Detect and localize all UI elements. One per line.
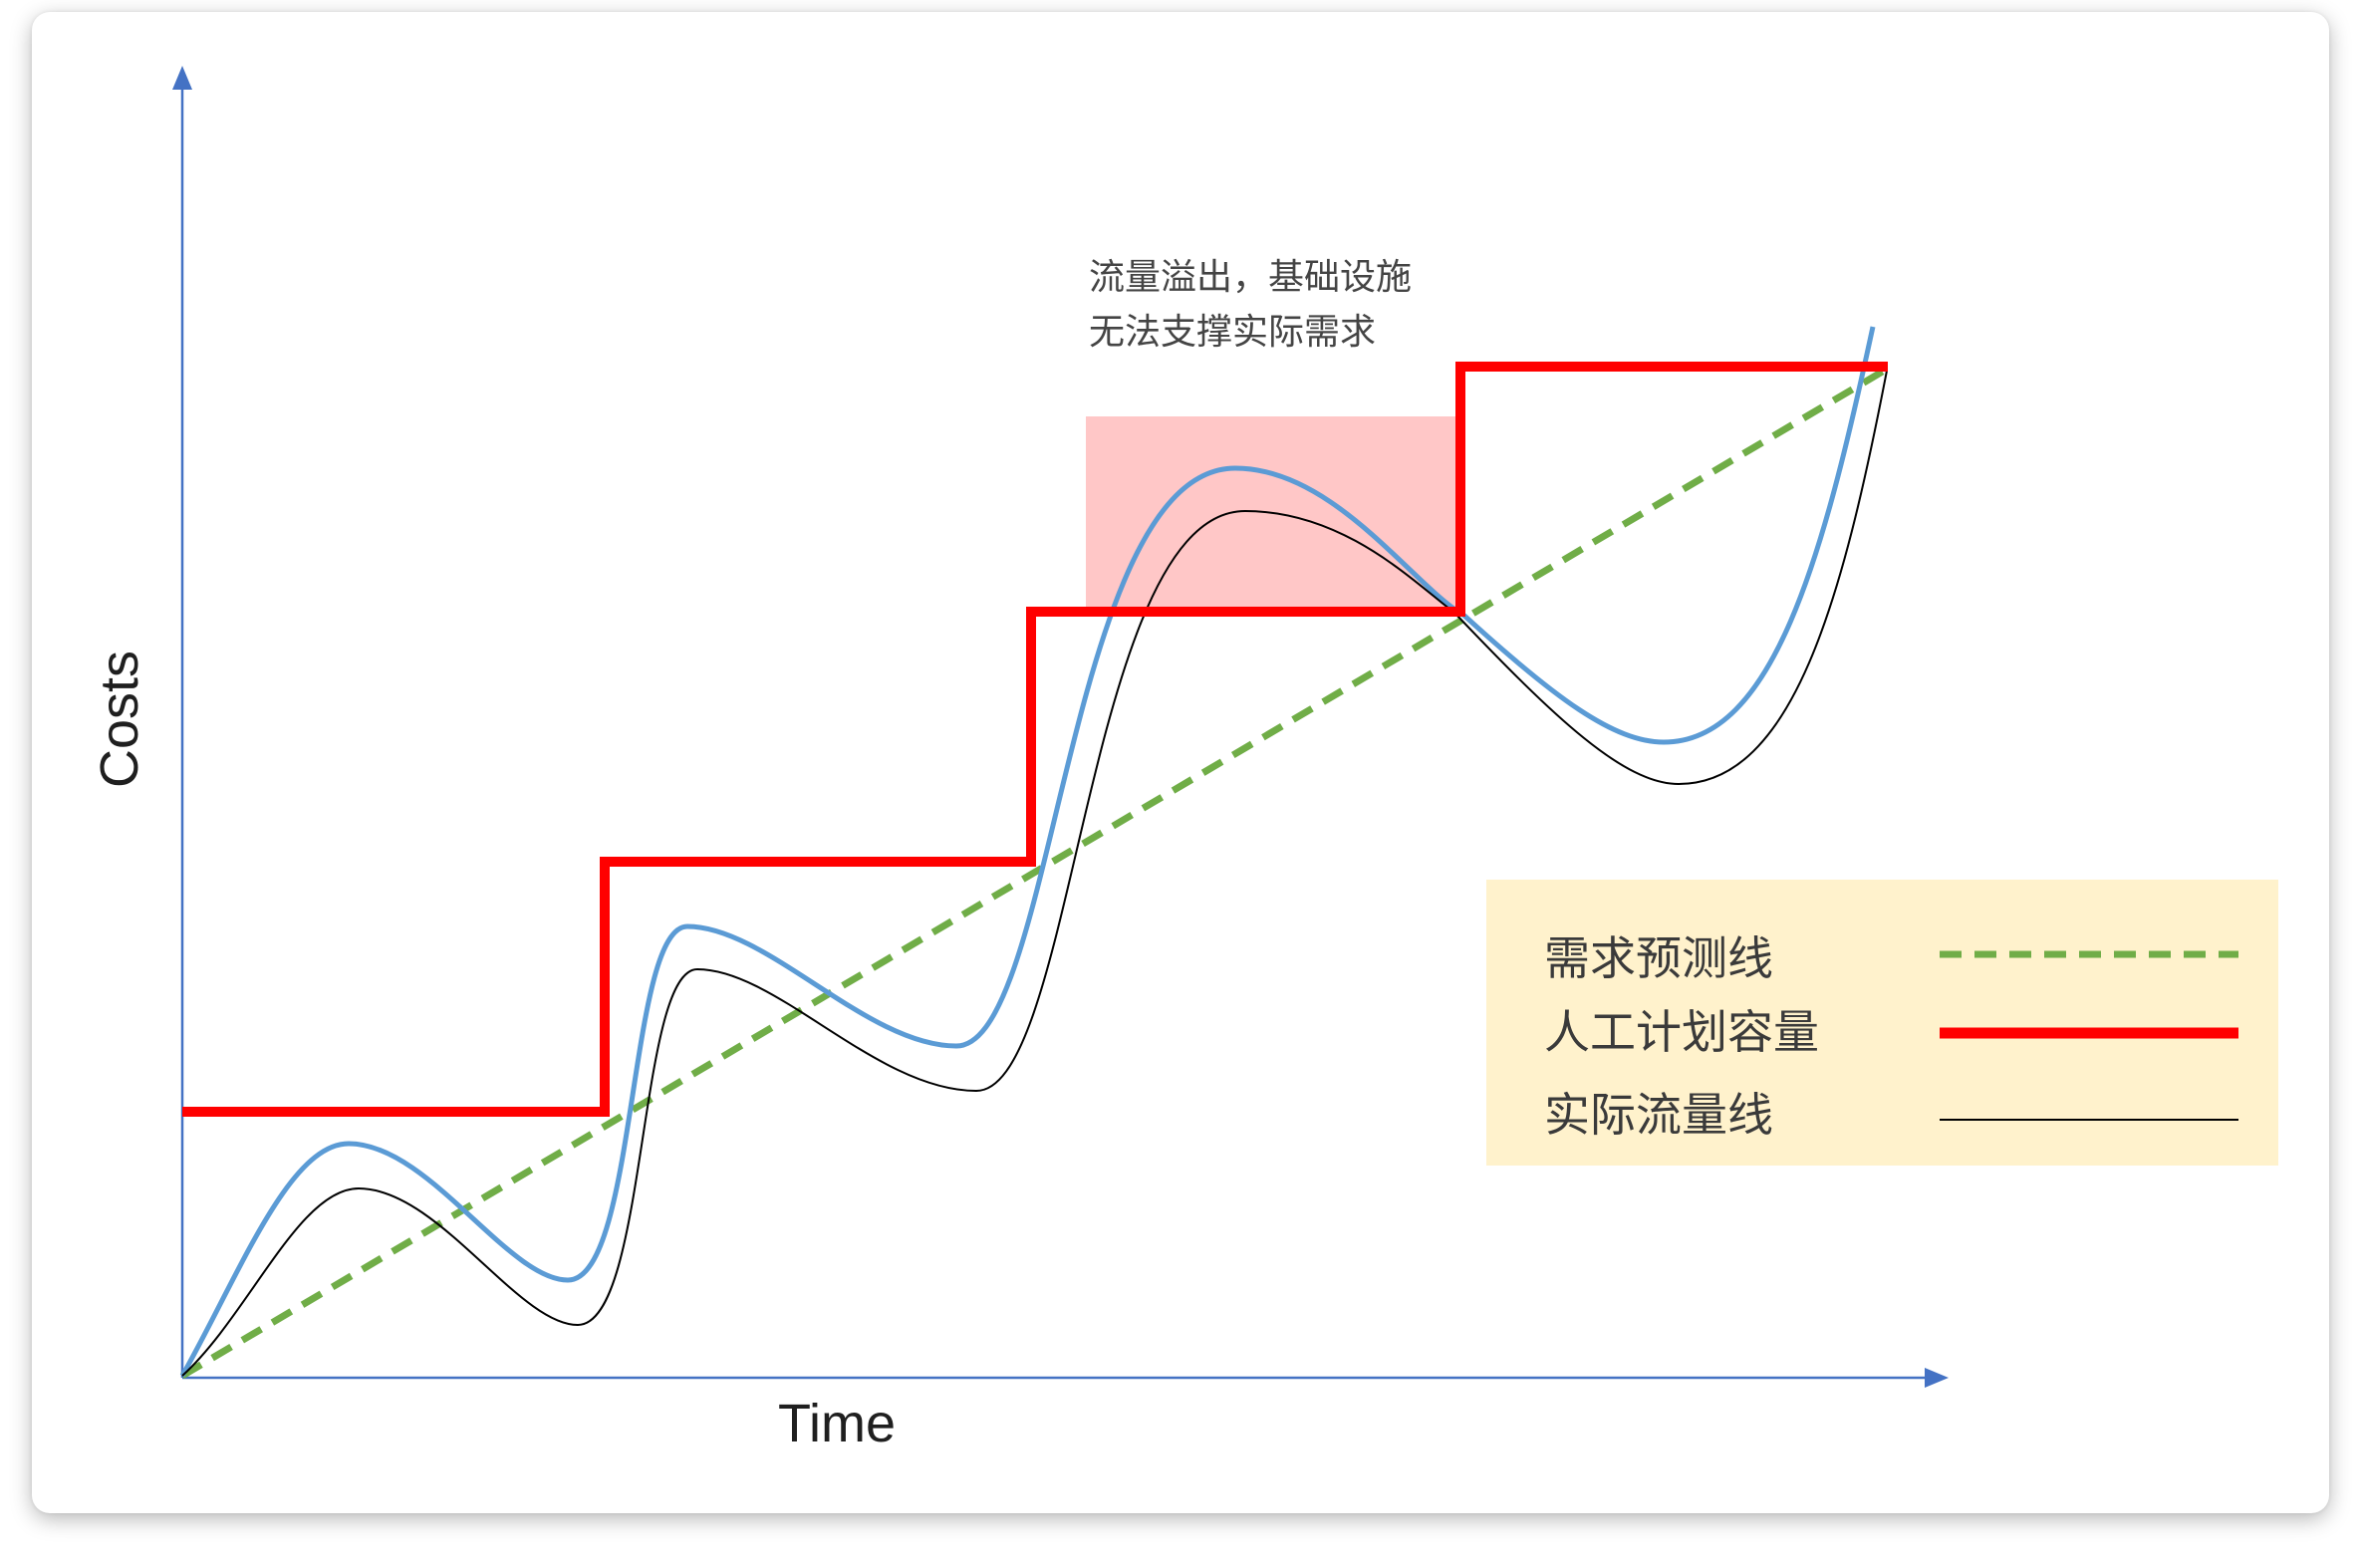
legend-swatch-capacity — [1940, 1027, 2238, 1039]
legend: 需求预测线 人工计划容量 实际流量线 — [1486, 880, 2278, 1166]
x-axis-label: Time — [778, 1394, 896, 1453]
legend-swatch-forecast — [1940, 950, 2238, 958]
legend-label-capacity: 人工计划容量 — [1544, 1005, 1819, 1059]
overflow-region — [1086, 416, 1460, 612]
diagram-card — [32, 12, 2329, 1513]
annotation-line-2: 无法支撑实际需求 — [1089, 312, 1376, 353]
annotation-line-1: 流量溢出，基础设施 — [1089, 257, 1412, 298]
capacity-step-line — [182, 362, 1888, 1117]
actual-traffic-line — [181, 370, 1888, 1377]
x-axis-arrow — [1925, 1368, 1949, 1388]
y-axis-arrow — [172, 66, 192, 90]
legend-label-forecast: 需求预测线 — [1544, 931, 1773, 985]
legend-label-actual: 实际流量线 — [1544, 1088, 1773, 1142]
y-axis-label: Costs — [90, 651, 149, 788]
forecast-line — [180, 366, 1888, 1380]
legend-swatch-actual — [1940, 1119, 2238, 1121]
actual-traffic-halo — [179, 326, 1876, 1378]
